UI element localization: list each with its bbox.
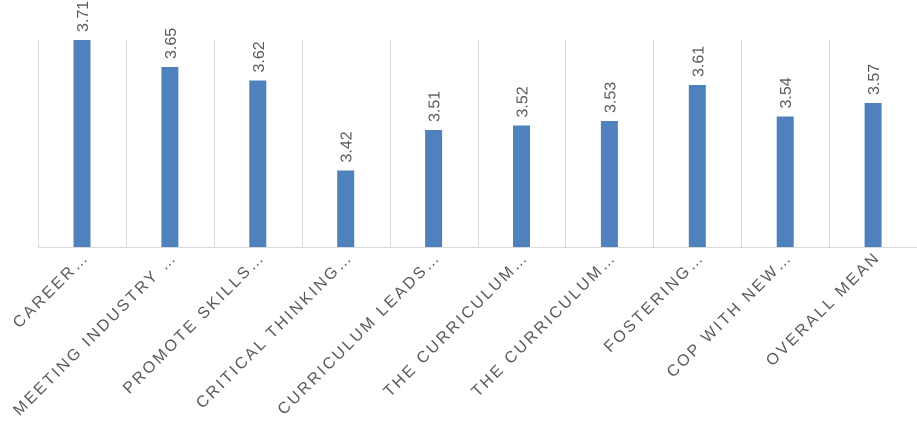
data-label: 3.53 (602, 82, 619, 113)
x-tick-label: PROMOTE SKILLS… (120, 249, 269, 398)
data-label: 3.57 (866, 64, 883, 95)
data-label: 3.51 (427, 91, 444, 122)
bar (776, 116, 794, 247)
bar (161, 67, 179, 247)
bar (425, 130, 443, 247)
bar (337, 170, 355, 247)
x-tick-label: CAREER… (10, 249, 93, 332)
x-tick-label: THE CURRICULUM… (381, 249, 533, 401)
bar (688, 85, 706, 247)
data-label: 3.61 (690, 46, 707, 77)
x-tick-label: CURRICULUM LEADS… (275, 249, 445, 419)
x-tick-label: CRITICAL THINKING… (193, 249, 356, 412)
data-label: 3.52 (515, 86, 532, 117)
bar (73, 40, 91, 247)
bar (513, 125, 530, 247)
x-tick-label: THE CURRICULUM… (469, 249, 621, 401)
bar (249, 80, 267, 247)
data-label: 3.54 (778, 77, 795, 108)
x-tick-label: MEETING INDUSTRY … (10, 249, 180, 419)
data-label: 3.65 (163, 28, 180, 59)
data-label: 3.42 (339, 131, 356, 162)
data-label: 3.71 (75, 1, 92, 32)
bar (864, 103, 882, 247)
data-label: 3.62 (251, 41, 268, 72)
bar (600, 121, 618, 247)
